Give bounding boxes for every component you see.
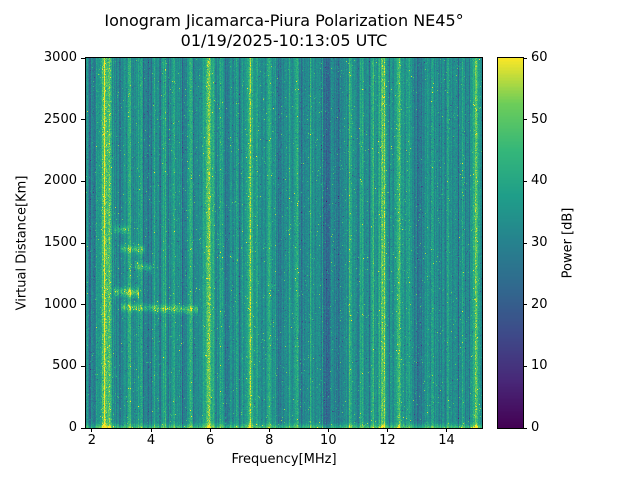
y-tick-label: 2000 [43, 173, 77, 189]
colorbar-canvas [498, 58, 523, 428]
y-tick-label: 1500 [43, 235, 77, 250]
x-tick-mark [150, 428, 152, 432]
y-tick-mark [81, 304, 85, 306]
x-tick-label: 2 [87, 433, 97, 448]
y-axis-label: Virtual Distance[Km] [14, 175, 30, 311]
y-tick-mark [81, 242, 85, 244]
y-tick-label: 3000 [43, 50, 77, 65]
colorbar-tick-label: 0 [531, 420, 540, 435]
y-tick-label: 2500 [43, 111, 77, 127]
y-tick-mark [81, 57, 85, 59]
x-tick-mark [327, 428, 329, 432]
y-tick-mark [81, 180, 85, 182]
y-tick-mark [81, 119, 85, 121]
chart-title: Ionogram Jicamarca-Piura Polarization NE… [104, 11, 464, 30]
y-tick-label: 0 [68, 420, 77, 435]
colorbar-tick-label: 20 [531, 296, 548, 312]
x-tick-label: 12 [379, 433, 396, 448]
colorbar-tick-mark [523, 304, 527, 306]
colorbar-tick-mark [523, 180, 527, 182]
colorbar-tick-mark [523, 427, 527, 429]
colorbar-label: Power [dB] [560, 207, 576, 279]
x-axis-label: Frequency[MHz] [231, 452, 337, 467]
colorbar [497, 57, 524, 429]
y-tick-label: 1000 [43, 296, 77, 312]
colorbar-tick-label: 50 [531, 111, 548, 127]
x-tick-mark [268, 428, 270, 432]
x-tick-label: 14 [438, 433, 455, 448]
x-tick-label: 10 [320, 433, 337, 448]
y-tick-mark [81, 365, 85, 367]
colorbar-tick-mark [523, 119, 527, 121]
colorbar-tick-label: 30 [531, 235, 548, 250]
heatmap-canvas [86, 58, 482, 428]
x-tick-label: 8 [265, 433, 274, 448]
chart-subtitle: 01/19/2025-10:13:05 UTC [180, 31, 388, 50]
y-tick-mark [81, 427, 85, 429]
colorbar-tick-label: 60 [531, 50, 548, 65]
x-tick-label: 4 [146, 433, 156, 448]
x-tick-mark [91, 428, 93, 432]
colorbar-tick-mark [523, 57, 527, 59]
y-tick-label: 500 [52, 358, 77, 374]
x-tick-mark [209, 428, 211, 432]
plot-area [85, 57, 483, 429]
x-tick-mark [446, 428, 448, 432]
x-tick-mark [386, 428, 388, 432]
colorbar-tick-mark [523, 365, 527, 367]
x-tick-label: 6 [205, 433, 215, 448]
colorbar-tick-mark [523, 242, 527, 244]
colorbar-tick-label: 10 [531, 358, 548, 374]
colorbar-tick-label: 40 [531, 173, 548, 189]
